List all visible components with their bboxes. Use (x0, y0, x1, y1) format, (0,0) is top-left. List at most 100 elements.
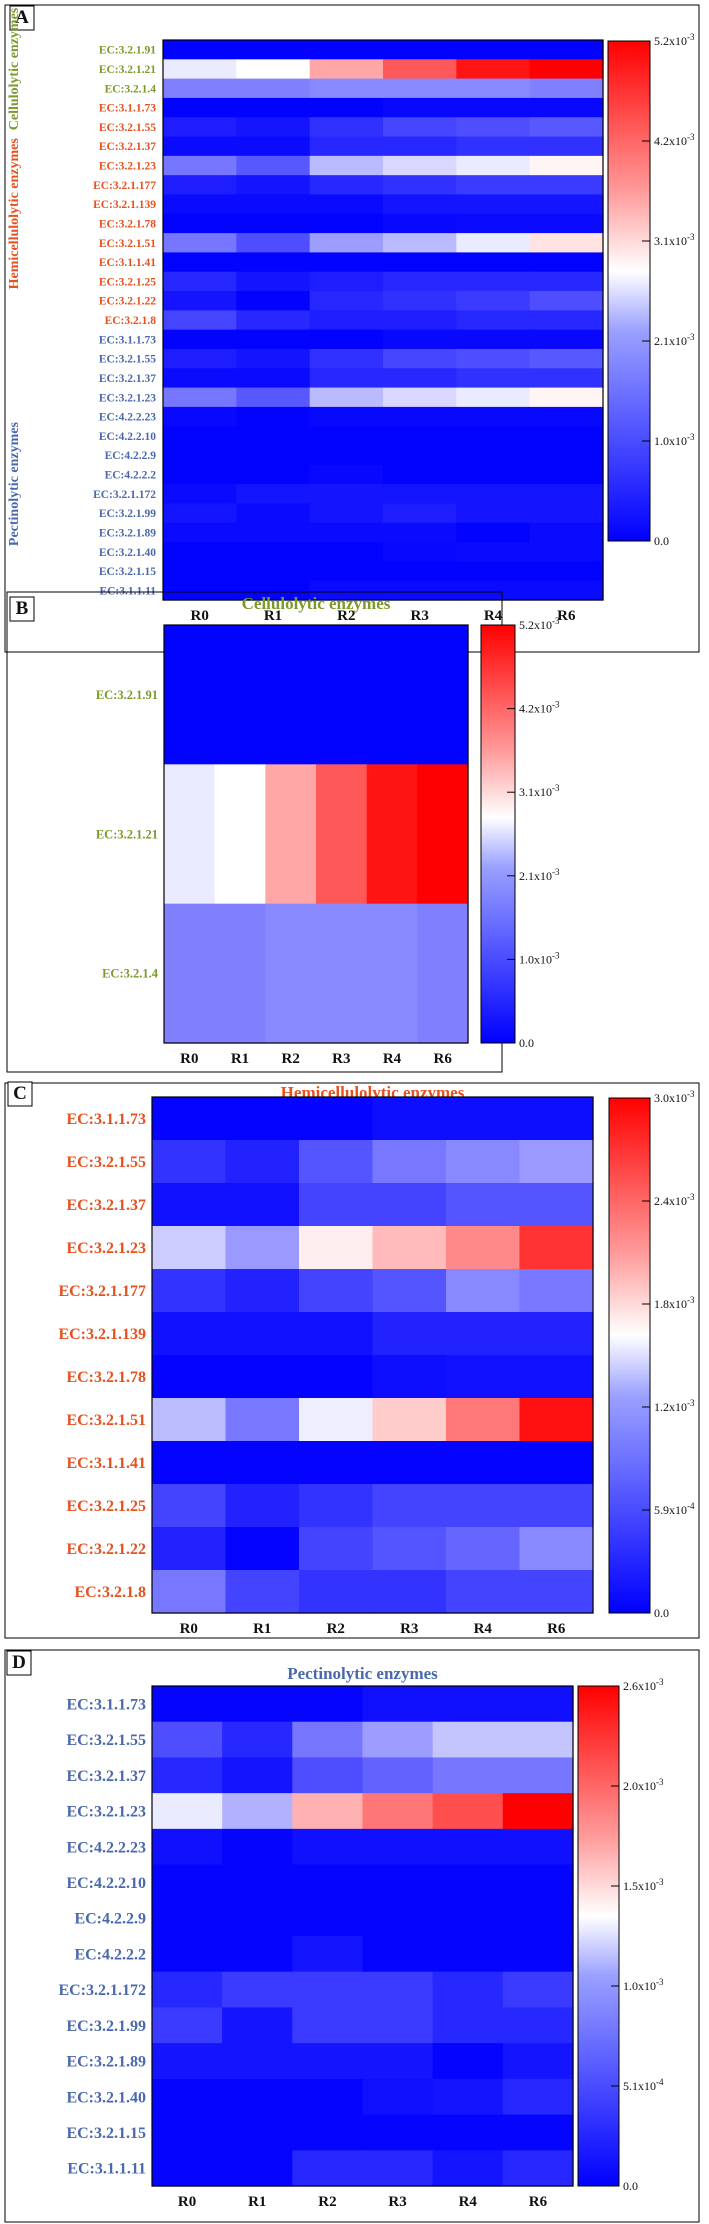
heatmap-cell (362, 2078, 434, 2116)
heatmap-cell (316, 625, 368, 765)
heatmap-cell (292, 1828, 364, 1866)
heatmap-cell (292, 2078, 364, 2116)
row-label: EC:4.2.2.10 (66, 1875, 146, 1892)
heatmap-cell (236, 542, 311, 562)
heatmap-cell (309, 368, 384, 389)
heatmap-cell (163, 426, 237, 447)
heatmap-cell (383, 155, 457, 176)
colorbar-tick-label: 0.0 (654, 1606, 669, 1620)
heatmap-cell (529, 97, 604, 118)
chart-title: Pectinolytic enzymes (287, 1664, 438, 1683)
row-label: EC:3.2.1.37 (66, 1197, 146, 1214)
heatmap-cell (299, 1097, 374, 1141)
heatmap-cell (519, 1312, 594, 1356)
heatmap-cell (152, 1183, 227, 1227)
row-label: EC:3.2.1.23 (66, 1240, 146, 1257)
row-label: EC:3.2.1.37 (99, 141, 156, 153)
heatmap-cell (152, 2078, 223, 2116)
heatmap-cell (519, 1570, 594, 1614)
heatmap-cell (292, 2150, 364, 2187)
heatmap-cell (362, 2043, 434, 2080)
heatmap-cell (309, 426, 384, 447)
heatmap-cell (236, 329, 311, 350)
heatmap-cell (383, 580, 457, 601)
row-label: EC:3.2.1.40 (99, 547, 156, 559)
heatmap-cell (519, 1140, 594, 1184)
heatmap-cell (383, 522, 457, 543)
heatmap-cell (309, 329, 384, 350)
heatmap-cell (383, 291, 457, 311)
heatmap-cell (152, 1864, 223, 1901)
heatmap-cell (529, 445, 604, 466)
heatmap-cell (152, 1398, 227, 1442)
colorbar-tick-label: 1.0x10-3 (654, 432, 695, 448)
heatmap-cell (362, 1828, 434, 1866)
heatmap-cell (299, 1226, 374, 1270)
heatmap-cell (432, 2078, 504, 2116)
heatmap-cell (446, 1097, 521, 1141)
heatmap-cell (456, 136, 531, 157)
heatmap-cell (309, 580, 384, 601)
heatmap-cell (446, 1570, 521, 1614)
heatmap-cell (292, 1793, 364, 1830)
heatmap-cell (152, 1971, 223, 2009)
heatmap-cell (456, 542, 531, 562)
panel-letter: B (16, 598, 29, 619)
heatmap-cell (383, 503, 457, 524)
heatmap-cell (456, 387, 531, 408)
row-label: EC:3.2.1.25 (66, 1498, 146, 1515)
heatmap-cell (383, 329, 457, 350)
heatmap-cell (383, 117, 457, 138)
heatmap-cell (446, 1441, 521, 1485)
heatmap-cell (309, 175, 384, 196)
heatmap-cell (236, 78, 311, 99)
heatmap-cell (456, 348, 531, 369)
heatmap-cell (372, 1398, 447, 1442)
heatmap-cell (309, 484, 384, 505)
heatmap-cell (502, 2078, 574, 2116)
heatmap-cell (222, 1936, 293, 1973)
colorbar-tick-label: 5.1x10-4 (623, 2077, 664, 2093)
heatmap-cell (529, 387, 604, 408)
heatmap-cell (236, 368, 311, 389)
heatmap-cell (456, 503, 531, 524)
panel-letter-box: A (9, 5, 35, 31)
panel-b: B Cellulolytic enzymes EC:3.2.1.91 EC:3.2.1… (6, 591, 560, 1073)
heatmap-cell (222, 2007, 293, 2044)
heatmap-cell (529, 291, 604, 311)
heatmap-cell (529, 310, 604, 331)
heatmap-cell (222, 1900, 293, 1937)
heatmap-cell (456, 117, 531, 138)
heatmap-cell (222, 1686, 293, 1723)
heatmap-cell (222, 2043, 293, 2080)
heatmap-cell (372, 1570, 447, 1614)
heatmap-cell (163, 252, 237, 273)
heatmap-cell (383, 59, 457, 80)
heatmap-cell (225, 1312, 300, 1356)
heatmap-cell (362, 1757, 434, 1794)
row-label: EC:3.2.1.15 (99, 566, 156, 578)
column-label: R6 (547, 1621, 566, 1637)
row-label: EC:3.2.1.37 (99, 373, 156, 385)
heatmap-cell (152, 1570, 227, 1614)
panel-c: C Hemicellulolytic enzymesEC:3.1.1.73EC:3… (4, 1081, 700, 1639)
heatmap-cell (432, 1757, 504, 1794)
heatmap-cell (502, 1828, 574, 1866)
panel-letter-frame (6, 1650, 32, 1676)
row-label: EC:3.2.1.55 (99, 354, 156, 366)
heatmap-cell (529, 464, 604, 485)
heatmap-cell (432, 1793, 504, 1830)
heatmap-cell (372, 1269, 447, 1313)
heatmap-cell (163, 542, 237, 562)
heatmap-cell (163, 78, 237, 99)
heatmap-cell (383, 78, 457, 99)
row-label: EC:3.2.1.51 (66, 1412, 146, 1429)
heatmap-cell (529, 542, 604, 562)
colorbar-tick-label: 2.0x10-3 (623, 1777, 664, 1793)
heatmap-cell (163, 97, 237, 118)
heatmap-cell (529, 561, 604, 582)
panel-frame (4, 1649, 700, 2223)
column-label: R1 (253, 1621, 271, 1637)
heatmap-cell (502, 1864, 574, 1901)
